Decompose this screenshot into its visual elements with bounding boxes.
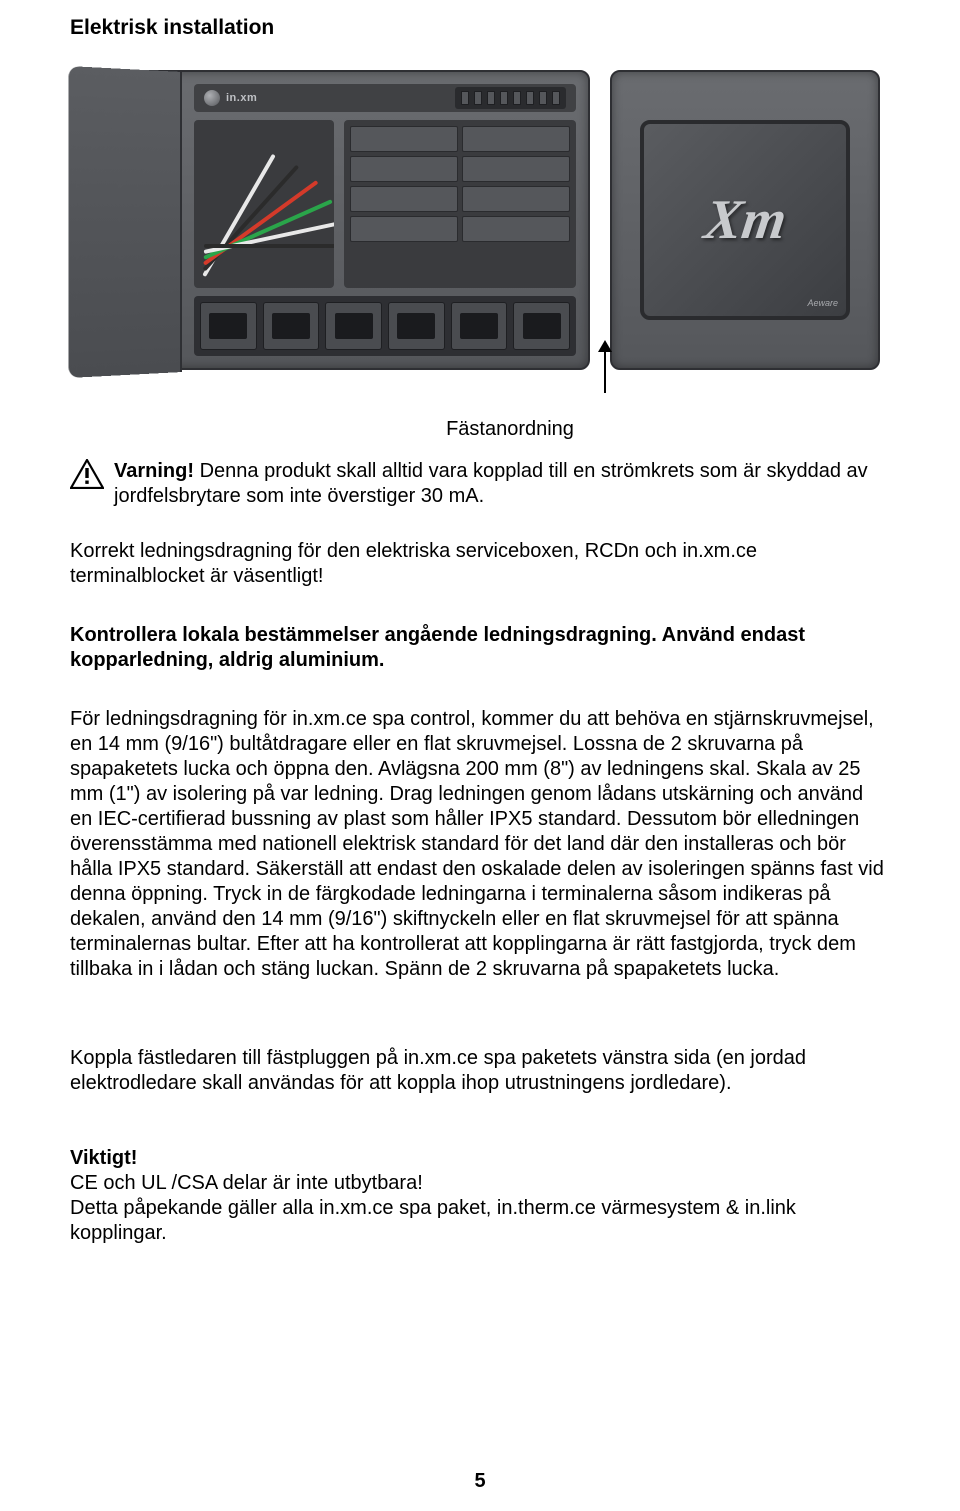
connector-port-icon xyxy=(513,302,570,350)
warning-triangle-icon xyxy=(70,459,104,489)
led-indicator-icon xyxy=(500,91,508,105)
warning-text: Varning! Denna produkt skall alltid vara… xyxy=(114,459,890,509)
bonding-paragraph: Koppla fästledaren till fästpluggen på i… xyxy=(70,1046,890,1096)
device-panel: in.xm xyxy=(182,72,588,368)
port-row xyxy=(194,296,576,356)
brand-label: in.xm xyxy=(226,92,257,104)
figure-row: in.xm Xm Aeware xyxy=(70,70,890,370)
led-strip xyxy=(455,87,566,109)
device-left-illustration: in.xm xyxy=(70,70,590,370)
connector-port-icon xyxy=(263,302,320,350)
connector-port-icon xyxy=(451,302,508,350)
device-door xyxy=(69,66,182,378)
corner-badge: Aeware xyxy=(807,298,838,308)
wire-icon xyxy=(204,244,334,248)
important-line2: Detta påpekande gäller alla in.xm.ce spa… xyxy=(70,1196,890,1246)
control-block xyxy=(344,120,576,288)
connector-port-icon xyxy=(200,302,257,350)
led-indicator-icon xyxy=(487,91,495,105)
main-paragraph: För ledningsdragning för in.xm.ce spa co… xyxy=(70,707,890,982)
important-heading: Viktigt! xyxy=(70,1146,890,1171)
led-indicator-icon xyxy=(461,91,469,105)
connector-port-icon xyxy=(325,302,382,350)
important-line1: CE och UL /CSA delar är inte utbytbara! xyxy=(70,1171,890,1196)
warning-body: Denna produkt skall alltid vara kopplad … xyxy=(114,460,868,507)
led-indicator-icon xyxy=(552,91,560,105)
page-number: 5 xyxy=(0,1470,960,1493)
device-screen: Xm Aeware xyxy=(640,120,850,320)
connector-port-icon xyxy=(388,302,445,350)
callout-label: Fästanordning xyxy=(410,418,610,441)
xm-logo: Xm xyxy=(700,188,790,252)
device-top-bar: in.xm xyxy=(194,84,576,112)
bold-paragraph: Kontrollera lokala bestämmelser angående… xyxy=(70,623,890,673)
callout-line xyxy=(604,345,606,393)
led-indicator-icon xyxy=(474,91,482,105)
warning-label: Varning! xyxy=(114,460,194,482)
page-title: Elektrisk installation xyxy=(70,16,890,40)
intro-paragraph: Korrekt ledningsdragning för den elektri… xyxy=(70,539,890,589)
led-indicator-icon xyxy=(513,91,521,105)
device-right-illustration: Xm Aeware xyxy=(610,70,880,370)
wire-block xyxy=(194,120,334,288)
brand-dot-icon xyxy=(204,90,220,106)
important-block: Viktigt! CE och UL /CSA delar är inte ut… xyxy=(70,1146,890,1246)
led-indicator-icon xyxy=(526,91,534,105)
mid-panel xyxy=(194,120,576,288)
led-indicator-icon xyxy=(539,91,547,105)
warning-block: Varning! Denna produkt skall alltid vara… xyxy=(70,459,890,509)
